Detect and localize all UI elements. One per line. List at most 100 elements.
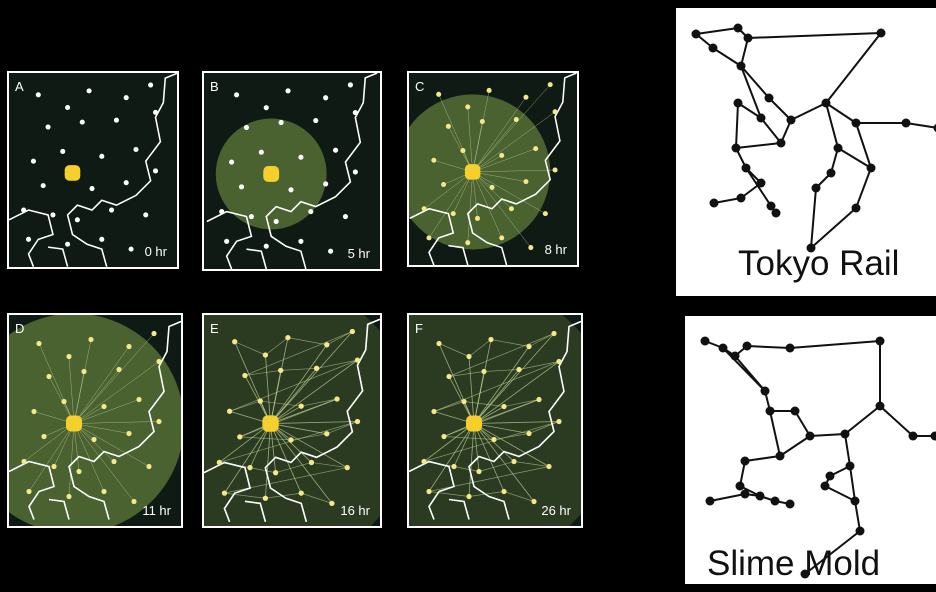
- panel-b-letter: B: [210, 79, 219, 94]
- network-edge: [740, 65, 770, 99]
- food-source: [50, 212, 56, 218]
- food-source: [248, 213, 254, 220]
- network-node: [740, 456, 750, 466]
- food-source: [465, 240, 471, 246]
- network-node: [756, 113, 766, 123]
- food-source: [229, 159, 235, 165]
- slime-vein: [468, 339, 492, 357]
- network-edge: [810, 187, 817, 249]
- coastline: [206, 73, 378, 269]
- food-source: [511, 458, 517, 465]
- network-edge: [789, 340, 881, 349]
- slime-vein: [270, 359, 358, 424]
- panel-b-image: [206, 73, 378, 269]
- network-node: [901, 118, 911, 128]
- food-source: [233, 92, 240, 98]
- tokyo-food-source: [464, 164, 481, 180]
- food-source: [36, 340, 42, 347]
- network-node: [733, 23, 743, 33]
- panel-a-letter: A: [15, 79, 24, 94]
- slime-spread: [9, 315, 181, 526]
- panel-f: F 26 hr: [407, 313, 583, 528]
- network-node: [820, 481, 830, 491]
- coastline: [9, 320, 181, 520]
- food-source: [91, 436, 97, 443]
- food-source: [513, 117, 519, 123]
- network-node: [875, 401, 885, 411]
- slime-vein: [433, 361, 560, 412]
- food-source: [344, 464, 350, 471]
- food-source: [329, 500, 335, 507]
- slime-vein: [468, 423, 475, 497]
- food-source: [334, 396, 340, 402]
- food-source: [486, 87, 492, 93]
- food-source: [552, 167, 558, 173]
- tokyo-food-source: [466, 415, 482, 432]
- slime-vein: [467, 171, 473, 243]
- network-node: [851, 118, 861, 128]
- food-source: [446, 373, 452, 380]
- food-source: [242, 372, 248, 379]
- slime-vein: [428, 491, 470, 497]
- food-source: [547, 82, 553, 88]
- panel-d-image: [9, 315, 181, 526]
- food-source: [221, 490, 228, 496]
- food-source: [308, 209, 314, 215]
- network-node: [705, 496, 715, 506]
- food-source: [88, 336, 94, 343]
- food-source: [81, 368, 87, 375]
- food-source: [133, 146, 139, 153]
- panel-c-letter: C: [415, 79, 425, 94]
- food-source: [479, 118, 485, 125]
- slime-vein: [443, 399, 540, 437]
- network-edge: [879, 405, 914, 437]
- slime-vein: [472, 121, 483, 172]
- slime-vein: [472, 171, 532, 248]
- network-node: [875, 336, 885, 346]
- network-node: [908, 431, 918, 441]
- network-node: [736, 193, 746, 203]
- food-source: [523, 94, 529, 100]
- network-node: [691, 29, 701, 39]
- food-source: [66, 493, 72, 500]
- food-source: [111, 458, 117, 465]
- network-node: [821, 98, 831, 108]
- food-source: [508, 206, 514, 212]
- food-source: [466, 493, 472, 500]
- food-source: [347, 82, 353, 88]
- panel-d-time: 11 hr: [142, 503, 171, 518]
- food-source: [21, 458, 27, 465]
- slime-vein: [270, 423, 302, 494]
- network-edge: [747, 32, 882, 39]
- network-edge: [810, 207, 857, 249]
- food-source: [499, 152, 505, 158]
- slime-vein: [287, 337, 327, 346]
- food-source: [528, 245, 534, 251]
- food-source: [101, 403, 107, 410]
- network-node: [740, 489, 750, 499]
- food-source: [262, 495, 269, 501]
- food-source: [352, 169, 358, 175]
- network-node: [825, 471, 835, 481]
- network-edge: [804, 530, 861, 575]
- slime-vein: [473, 333, 555, 424]
- network-node: [718, 343, 728, 353]
- food-source: [298, 403, 304, 409]
- slime-vein: [472, 171, 502, 238]
- slime-vein: [472, 171, 546, 214]
- food-source: [25, 236, 32, 242]
- network-node: [760, 386, 770, 396]
- food-source: [298, 154, 304, 160]
- food-source: [526, 343, 532, 350]
- network-edge: [854, 500, 861, 532]
- network-edge: [825, 102, 839, 149]
- food-source: [436, 340, 442, 347]
- network-edge: [695, 27, 739, 35]
- food-source: [152, 109, 159, 115]
- food-source: [128, 246, 134, 252]
- slime-vein: [73, 361, 160, 424]
- panel-a-time: 0 hr: [144, 244, 167, 259]
- food-source: [74, 217, 80, 223]
- network-edge: [855, 167, 872, 209]
- slime-vein: [528, 333, 555, 347]
